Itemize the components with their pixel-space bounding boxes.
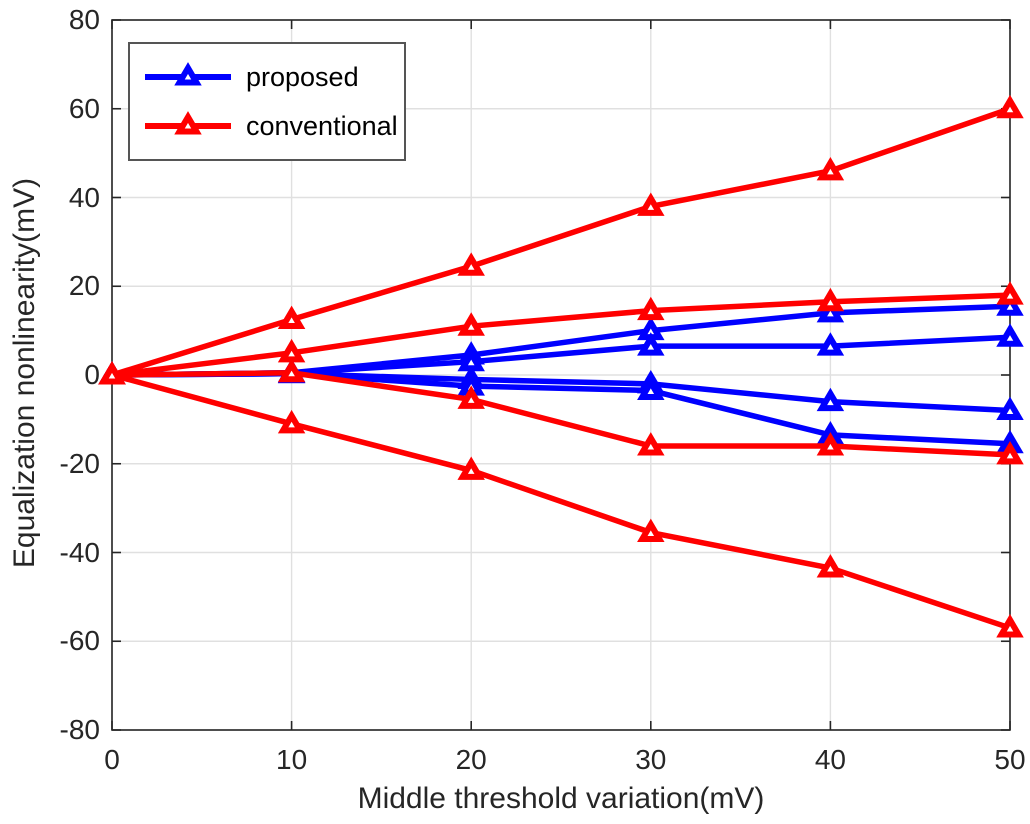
x-tick-label: 10 — [276, 744, 308, 775]
y-tick-label: -60 — [59, 625, 100, 657]
y-tick-label: 0 — [84, 359, 100, 390]
x-tick-label: 30 — [635, 744, 667, 775]
legend-item-conventional: conventional — [142, 110, 404, 142]
y-tick-label: -40 — [59, 536, 100, 568]
legend-label-proposed: proposed — [246, 61, 359, 92]
y-tick-label: 40 — [68, 181, 100, 213]
legend: proposed conventional — [128, 42, 406, 161]
legend-item-proposed: proposed — [142, 61, 404, 93]
y-tick-label: 80 — [68, 4, 100, 35]
y-tick-label: -20 — [59, 447, 100, 479]
y-tick-label: 20 — [68, 270, 100, 302]
x-axis-label: Middle threshold variation(mV) — [357, 782, 765, 815]
y-tick-label: 60 — [68, 92, 100, 124]
x-tick-label: 50 — [994, 744, 1026, 775]
x-tick-label: 20 — [455, 744, 487, 775]
legend-label-conventional: conventional — [246, 110, 398, 141]
legend-marker-proposed-icon — [145, 62, 231, 86]
x-tick-label: 0 — [104, 744, 120, 775]
x-tick-label: 40 — [814, 744, 846, 775]
y-axis-label: Equalization nonlinearity(mV) — [8, 177, 41, 569]
legend-marker-conventional-icon — [145, 111, 231, 135]
y-tick-label: -80 — [59, 714, 100, 745]
